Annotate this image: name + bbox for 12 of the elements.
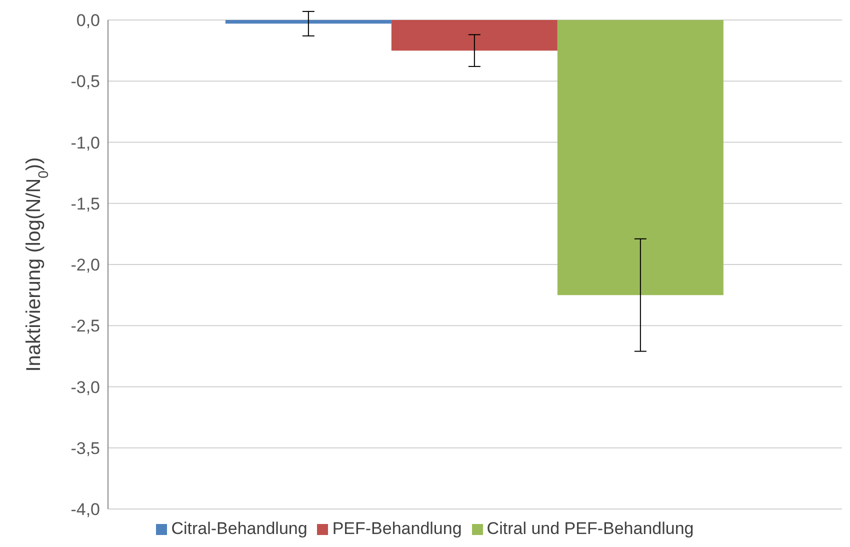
y-tick-label: -4,0	[70, 500, 100, 520]
y-tick-label: -3,0	[70, 378, 100, 397]
y-tick-label: -0,5	[70, 72, 100, 92]
y-tick-label: -2,0	[70, 256, 100, 275]
y-tick-label: 0,0	[76, 11, 100, 30]
legend-label: Citral und PEF-Behandlung	[486, 519, 694, 538]
legend-label: PEF-Behandlung	[332, 519, 462, 538]
legend-label: Citral-Behandlung	[171, 519, 308, 538]
y-tick-label: -3,5	[70, 438, 100, 458]
y-tick-label: -1,0	[70, 133, 100, 152]
y-tick-label: -1,5	[70, 194, 100, 214]
y-tick-label: -2,5	[70, 316, 100, 336]
